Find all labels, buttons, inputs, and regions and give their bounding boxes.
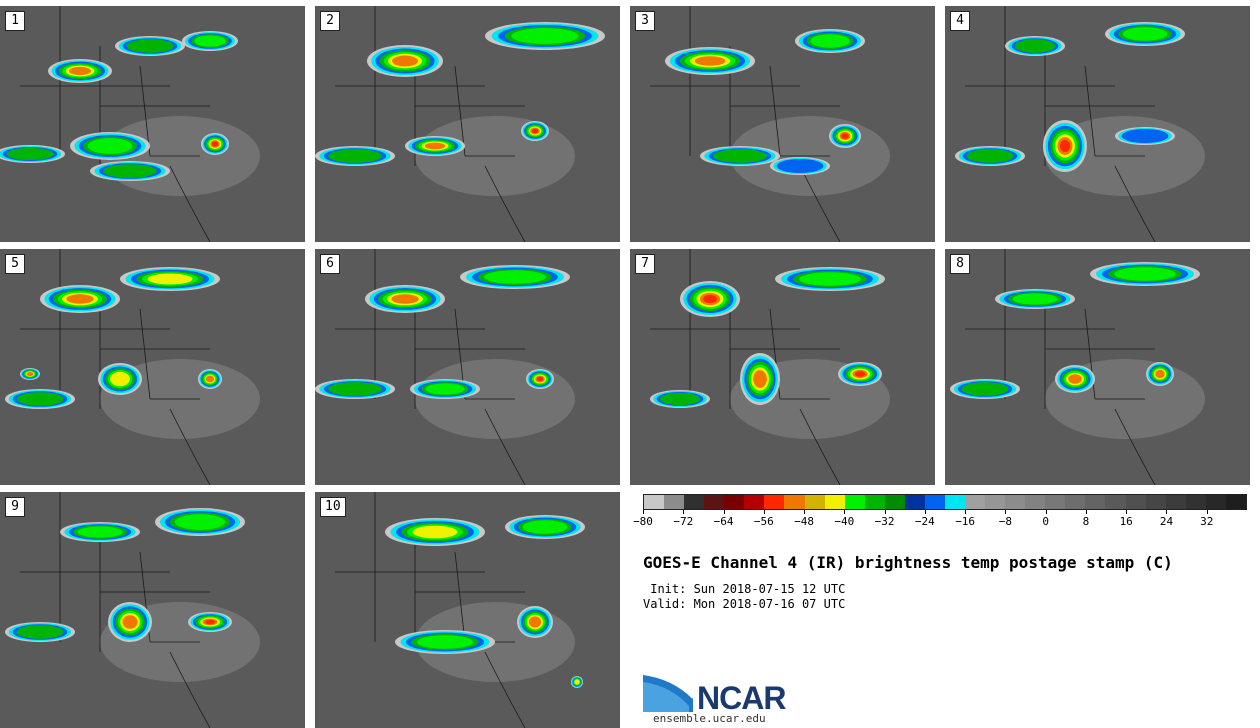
panel-number: 1 (5, 11, 25, 31)
logo-url: ensemble.ucar.edu (653, 712, 766, 725)
colorbar-swatch (764, 495, 785, 509)
colorbar-swatch (1205, 495, 1226, 509)
member-panel-2: 2 (315, 6, 620, 242)
colorbar-swatch (904, 495, 925, 509)
colorbar-tick (844, 510, 846, 514)
colorbar-tick-label: −72 (673, 515, 694, 528)
colorbar-swatch (1025, 495, 1046, 509)
colorbar-swatch (1225, 495, 1246, 509)
ir-imagery (5, 492, 260, 728)
ir-imagery (650, 249, 890, 485)
colorbar-swatch (804, 495, 825, 509)
colorbar-swatch (985, 495, 1006, 509)
ir-imagery (950, 249, 1205, 485)
member-panel-1: 1 (0, 6, 305, 242)
colorbar-tick (965, 510, 967, 514)
panel-number: 2 (320, 11, 340, 31)
colorbar-swatch (704, 495, 725, 509)
ir-imagery (335, 492, 585, 728)
member-panel-3: 3 (630, 6, 935, 242)
ir-imagery (650, 6, 890, 242)
panel-number: 9 (5, 497, 25, 517)
colorbar-swatch (1085, 495, 1106, 509)
colorbar-tick (1085, 510, 1087, 514)
colorbar-tick-label: 8 (1082, 515, 1090, 528)
colorbar-swatch (844, 495, 865, 509)
colorbar-tick-label: −24 (914, 515, 935, 528)
colorbar-swatch (1065, 495, 1086, 509)
colorbar-swatch (744, 495, 765, 509)
colorbar-tick (1206, 510, 1208, 514)
colorbar-swatch (824, 495, 845, 509)
colorbar-swatch (924, 495, 945, 509)
colorbar-swatch (1185, 495, 1206, 509)
panel-number: 4 (950, 11, 970, 31)
colorbar-swatch (944, 495, 965, 509)
colorbar-swatch (965, 495, 986, 509)
colorbar-swatch (884, 495, 905, 509)
colorbar-tick-label: 0 (1042, 515, 1049, 528)
colorbar-tick-label: 32 (1200, 515, 1214, 528)
colorbar-swatch (1105, 495, 1126, 509)
colorbar-tick-label: −56 (753, 515, 774, 528)
colorbar-tick (1166, 510, 1168, 514)
colorbar-tick-label: −8 (998, 515, 1013, 528)
colorbar-tick-label: −64 (713, 515, 734, 528)
panel-number: 8 (950, 254, 970, 274)
colorbar-tick-label: 16 (1119, 515, 1133, 528)
colorbar-tick-label: −80 (633, 515, 653, 528)
colorbar-swatch (684, 495, 705, 509)
panel-number: 7 (635, 254, 655, 274)
colorbar-swatch (1045, 495, 1066, 509)
colorbar-tick-label: −48 (794, 515, 814, 528)
ir-imagery (0, 6, 260, 242)
init-time: Init: Sun 2018-07-15 12 UTC (643, 582, 846, 596)
ncar-logo-icon (643, 673, 694, 712)
colorbar-tick (804, 510, 806, 514)
colorbar-swatch (864, 495, 885, 509)
valid-time: Valid: Mon 2018-07-16 07 UTC (643, 597, 846, 611)
colorbar-tick (924, 510, 926, 514)
colorbar-tick (1005, 510, 1007, 514)
panel-number: 6 (320, 254, 340, 274)
ir-imagery (5, 249, 260, 485)
colorbar-tick-label: −32 (874, 515, 895, 528)
colorbar-tick-label: −40 (834, 515, 855, 528)
member-panel-6: 6 (315, 249, 620, 485)
colorbar-tick (643, 510, 644, 514)
colorbar-tick (1045, 510, 1047, 514)
colorbar-ticks: −80 −72 −64 −56 −48 −40 −32 −24 −16 −8 0 8 16 24 32 (633, 510, 1247, 530)
panel-number: 10 (320, 497, 346, 517)
colorbar-swatch (664, 495, 685, 509)
colorbar-tick (763, 510, 765, 514)
panel-number: 3 (635, 11, 655, 31)
temperature-colorbar (643, 494, 1247, 510)
logo-text: NCAR (697, 680, 786, 716)
ir-imagery (315, 249, 575, 485)
colorbar-tick-label: −16 (955, 515, 976, 528)
member-panel-4: 4 (945, 6, 1250, 242)
colorbar-tick (683, 510, 685, 514)
colorbar-swatch (1125, 495, 1146, 509)
ir-imagery (315, 6, 605, 242)
colorbar-tick (723, 510, 725, 514)
colorbar-tick (1126, 510, 1128, 514)
colorbar-swatch (1005, 495, 1026, 509)
colorbar-swatch (784, 495, 805, 509)
member-panel-9: 9 (0, 492, 305, 728)
colorbar-tick (884, 510, 886, 514)
colorbar-swatch (1145, 495, 1166, 509)
colorbar-swatch (1165, 495, 1186, 509)
colorbar-tick-label: 24 (1159, 515, 1174, 528)
member-panel-10: 10 (315, 492, 620, 728)
colorbar-swatch (644, 495, 665, 509)
ir-imagery (955, 6, 1205, 242)
colorbar-swatch (724, 495, 745, 509)
figure-title: GOES-E Channel 4 (IR) brightness temp po… (643, 553, 1173, 572)
member-panel-5: 5 (0, 249, 305, 485)
panel-number: 5 (5, 254, 25, 274)
member-panel-8: 8 (945, 249, 1250, 485)
member-panel-7: 7 (630, 249, 935, 485)
